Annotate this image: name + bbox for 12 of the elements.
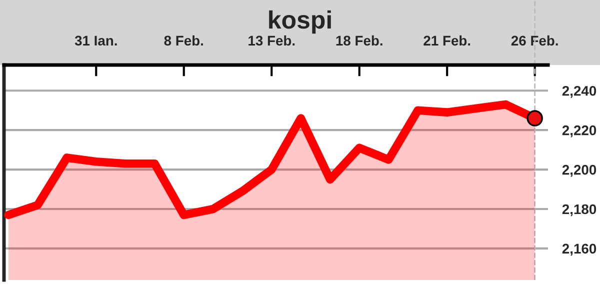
y-tick-label: 2,180	[562, 204, 596, 216]
x-tick-label: 26 Feb.	[511, 35, 558, 46]
y-tick-label: 2,220	[562, 125, 596, 138]
x-tick-label: 18 Feb.	[336, 35, 382, 46]
y-tick-label: 2,160	[562, 244, 596, 256]
x-tick-label: 8 Feb.	[164, 35, 203, 46]
chart-title: kospi	[269, 10, 331, 34]
y-tick-label: 2,240	[562, 86, 596, 98]
x-tick-label: 21 Feb.	[424, 35, 470, 46]
y-tick-label: 2,200	[562, 164, 596, 177]
x-tick-label: 13 Feb.	[248, 35, 295, 46]
x-tick-label: 31 Ian.	[74, 36, 117, 46]
